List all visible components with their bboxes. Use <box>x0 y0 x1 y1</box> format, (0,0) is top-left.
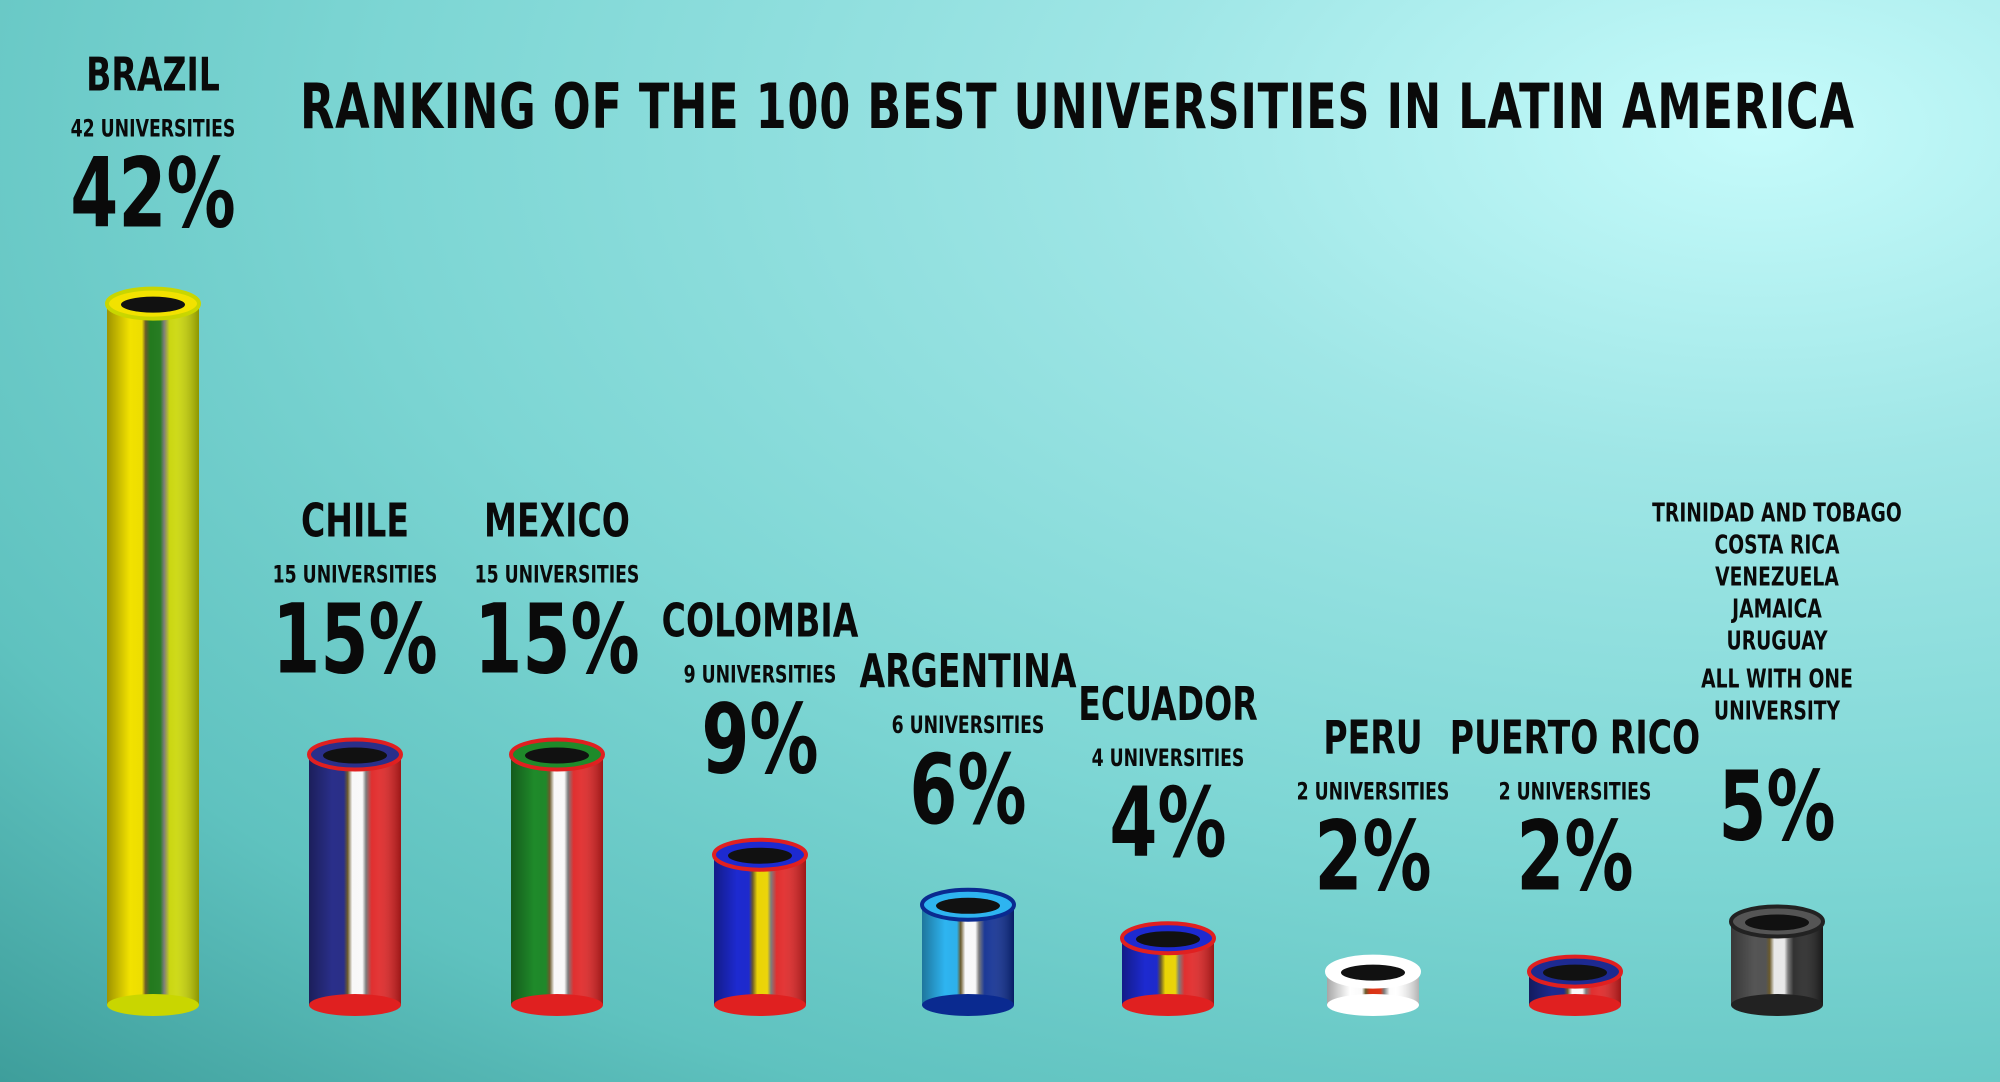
bar-value-label: 15% <box>272 583 437 695</box>
country-sublabel: 2 UNIVERSITIES <box>1499 778 1652 806</box>
country-label: MEXICO <box>484 495 630 548</box>
bar-shading <box>309 754 401 1005</box>
bar-top-hole <box>323 747 387 764</box>
bar-value-label: 2% <box>1516 800 1633 912</box>
bar-base <box>714 994 806 1016</box>
bar-base <box>1731 994 1823 1016</box>
country-sublabel: 15 UNIVERSITIES <box>475 561 640 589</box>
country-sublabel: 6 UNIVERSITIES <box>892 711 1045 739</box>
country-label: BRAZIL <box>86 49 220 102</box>
country-sublabel: 15 UNIVERSITIES <box>273 561 438 589</box>
bar-top-hole <box>1543 964 1607 981</box>
bar-shading <box>107 303 199 1006</box>
bar-value-label: 15% <box>474 583 639 695</box>
country-label: ECUADOR <box>1078 679 1258 732</box>
bar-top-hole <box>1136 931 1200 948</box>
country-label: TRINIDAD AND TOBAGO <box>1652 499 1902 529</box>
bar-value-label: 5% <box>1718 750 1835 862</box>
country-label: URUGUAY <box>1726 627 1827 657</box>
bar-value-label: 4% <box>1109 767 1226 879</box>
country-label: COSTA RICA <box>1715 531 1840 561</box>
bar-shading <box>714 854 806 1005</box>
bar-top-hole <box>728 847 792 864</box>
bar-base <box>511 994 603 1016</box>
bar-base <box>1529 994 1621 1016</box>
country-label: VENEZUELA <box>1715 563 1839 593</box>
country-sublabel: 4 UNIVERSITIES <box>1092 744 1245 772</box>
bar-base <box>309 994 401 1016</box>
country-sublabel: 2 UNIVERSITIES <box>1297 778 1450 806</box>
country-label: PUERTO RICO <box>1450 712 1700 765</box>
bar-base <box>1327 994 1419 1016</box>
country-sublabel: 42 UNIVERSITIES <box>71 115 236 143</box>
bar-value-label: 42% <box>70 137 235 249</box>
bar-shading <box>511 754 603 1005</box>
country-label: CHILE <box>301 495 409 548</box>
bar-value-label: 9% <box>701 683 818 795</box>
bar-top-hole <box>121 296 185 313</box>
country-label: JAMAICA <box>1730 595 1822 625</box>
country-label: PERU <box>1323 712 1422 765</box>
bar-top-hole <box>936 897 1000 914</box>
bar-top-hole <box>525 747 589 764</box>
country-sublabel: 9 UNIVERSITIES <box>684 661 837 689</box>
bar-base <box>1122 994 1214 1016</box>
country-label: ARGENTINA <box>860 645 1077 698</box>
bar-value-label: 6% <box>909 733 1026 845</box>
bar-top-hole <box>1745 914 1809 931</box>
country-label: COLOMBIA <box>662 595 859 648</box>
bar-base <box>922 994 1014 1016</box>
bar-top-hole <box>1341 964 1405 981</box>
bar-base <box>107 994 199 1016</box>
country-sublabel: ALL WITH ONE <box>1701 665 1853 695</box>
bar-value-label: 2% <box>1314 800 1431 912</box>
country-sublabel: UNIVERSITY <box>1714 697 1841 727</box>
